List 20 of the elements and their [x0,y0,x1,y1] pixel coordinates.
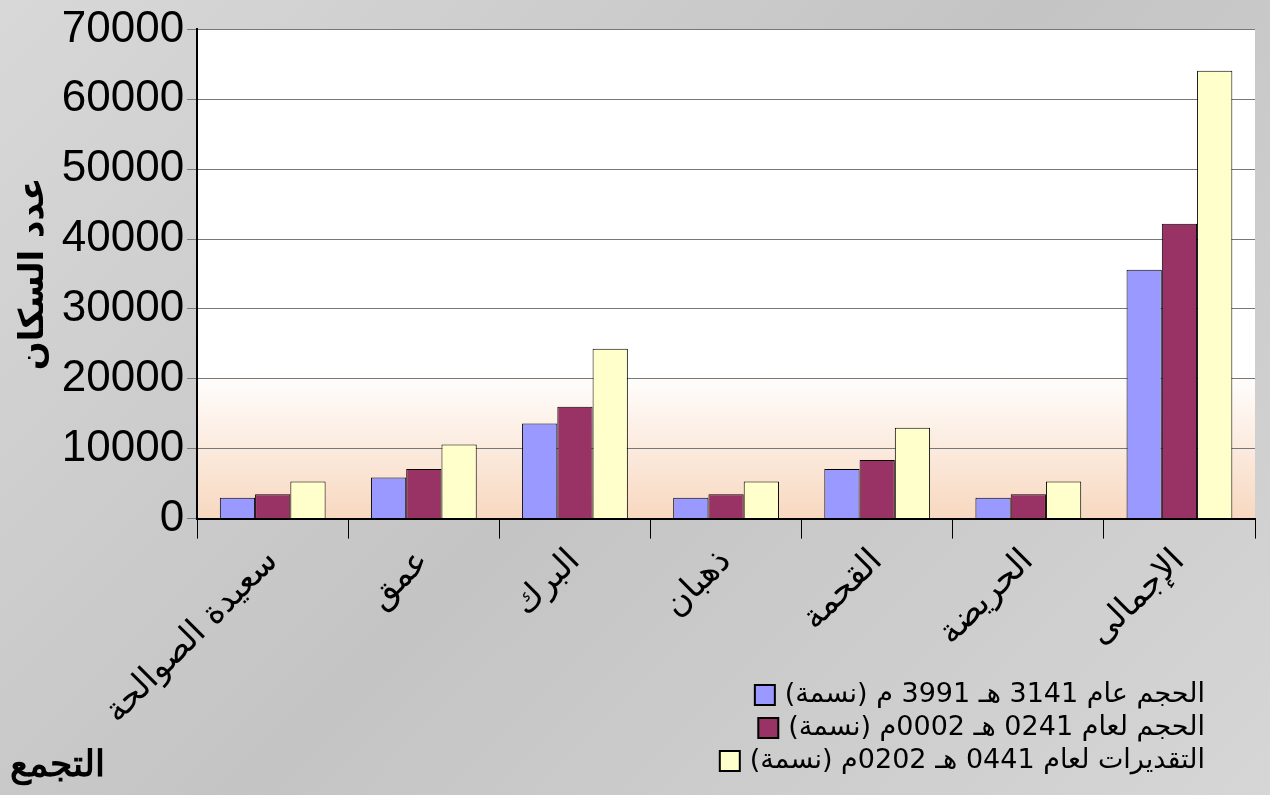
y-tick-label: 70000 [61,1,185,51]
x-tick-label: البرك [504,539,588,623]
legend-label: الحجم عام 3141 هـ 3991 م (نسمة) [784,677,1205,710]
x-tick-label: الإجمالى [1079,539,1193,653]
y-tick-label: 10000 [61,420,185,470]
x-tick-label: عمق [359,539,437,617]
x-axis-title: التجمع [10,742,105,786]
y-tick-label: 40000 [61,211,185,261]
x-tick-label: الحريضة [928,539,1041,652]
y-tick-label: 60000 [61,71,185,121]
y-tick-label: 0 [159,490,185,540]
x-tick-label: سعيدة الصوالحة [94,539,286,731]
x-tick-label: القحمة [792,539,890,637]
x-tick-label: ذهبان [654,539,738,624]
y-tick-label: 50000 [61,141,185,191]
y-tick-label: 30000 [61,281,185,331]
legend-label: الحجم لعام 0241 هـ 0002م (نسمة) [788,710,1205,743]
y-axis-title: عدد السكان [11,177,52,371]
legend-label: التقديرات لعام 0441 هـ 0202م (نسمة) [749,743,1205,776]
y-tick-label: 20000 [61,350,185,400]
